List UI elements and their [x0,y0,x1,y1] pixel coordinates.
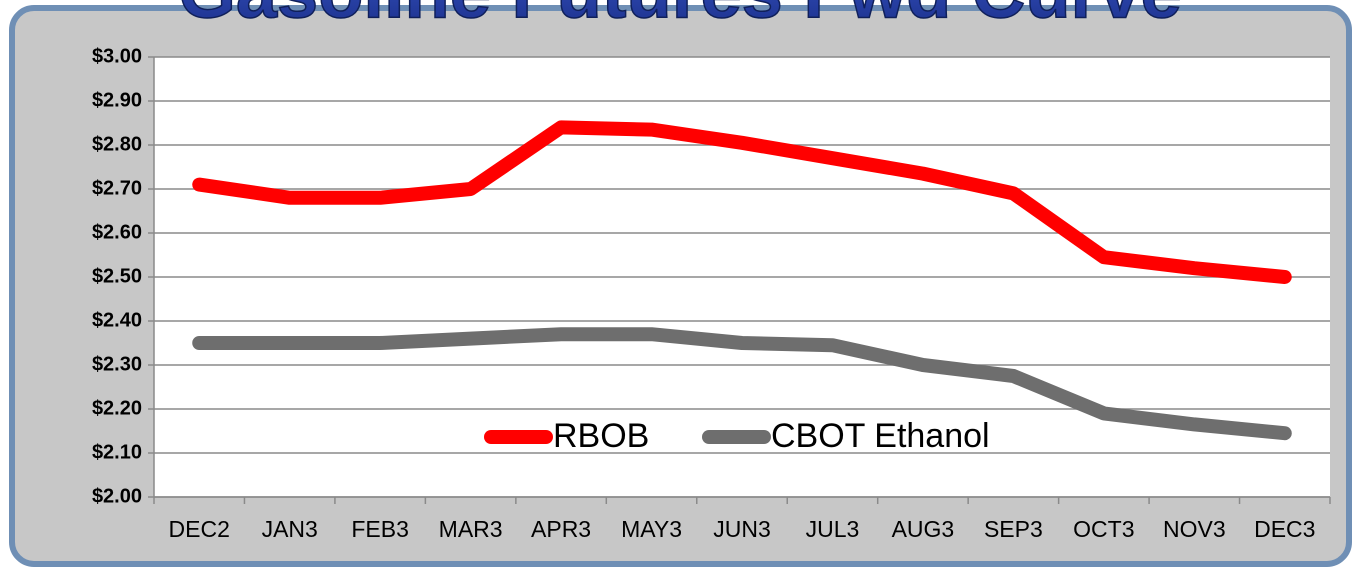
x-tick-label: OCT3 [1073,516,1134,542]
y-tick-label: $2.00 [92,485,142,507]
x-tick-label: FEB3 [351,516,409,542]
legend-label: RBOB [553,417,649,455]
x-tick-label: JUN3 [713,516,771,542]
x-tick-label: JAN3 [262,516,318,542]
x-tick-label: APR3 [531,516,591,542]
x-tick-label: MAY3 [621,516,682,542]
chart-title: Gasoline Futures Fwd Curve [178,0,1181,34]
y-tick-label: $2.50 [92,265,142,287]
series-line [192,327,1292,441]
x-tick-label: DEC3 [1254,516,1315,542]
y-tick-label: $2.40 [92,309,142,331]
x-tick-label: AUG3 [892,516,955,542]
y-tick-label: $2.30 [92,353,142,375]
y-tick-label: $2.10 [92,441,142,463]
y-tick-label: $3.00 [92,45,142,67]
y-tick-label: $2.70 [92,177,142,199]
y-tick-label: $2.90 [92,89,142,111]
x-tick-label: NOV3 [1163,516,1226,542]
x-tick-label: DEC2 [169,516,230,542]
y-tick-label: $2.20 [92,397,142,419]
x-tick-label: JUL3 [806,516,860,542]
y-tick-label: $2.80 [92,133,142,155]
x-tick-label: MAR3 [439,516,503,542]
series-line [192,120,1292,284]
x-tick-label: SEP3 [984,516,1043,542]
legend-label: CBOT Ethanol [771,417,990,455]
y-tick-label: $2.60 [92,221,142,243]
